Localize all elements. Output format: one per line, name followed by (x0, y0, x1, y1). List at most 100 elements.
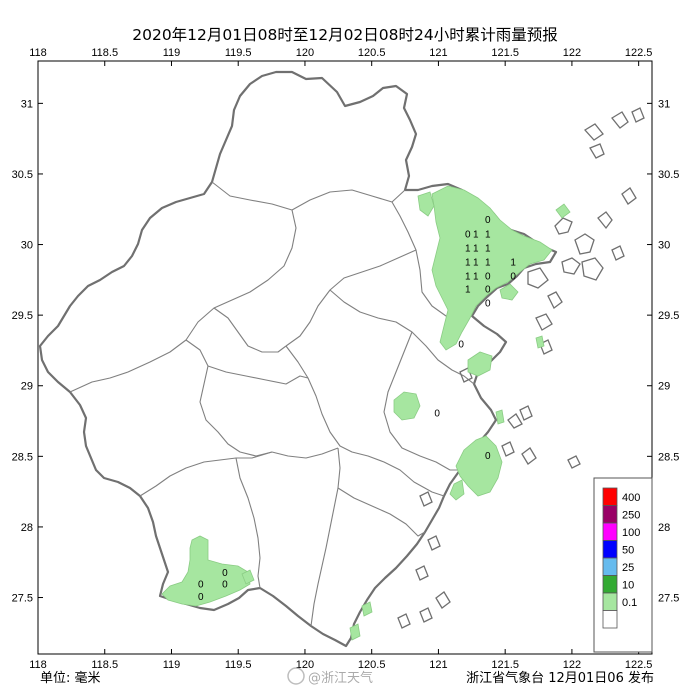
lat-tick-label-left: 30.5 (12, 169, 33, 181)
rain-value-label: 0 (222, 568, 228, 579)
rain-value-label: 0 (222, 579, 228, 590)
rain-value-label: 1 (485, 243, 491, 254)
legend: 400 250 100 50 25 10 0.1 (593, 477, 653, 653)
legend-label: 25 (622, 562, 634, 574)
weibo-logo-icon (287, 667, 305, 685)
legend-swatch (602, 610, 618, 629)
rain-value-label: 1 (473, 272, 479, 283)
rain-value-label: 0 (458, 339, 464, 350)
lat-tick-label-left: 29 (21, 381, 33, 393)
lat-tick-label-right: 28 (658, 522, 670, 534)
lon-tick-label-bottom: 120 (296, 659, 314, 671)
rain-area-zhoushan-2 (555, 203, 571, 219)
lon-tick-label-bottom: 118 (29, 659, 47, 671)
axis-ticks (37, 61, 652, 654)
rain-areas (161, 185, 571, 641)
rain-value-label: 0 (485, 451, 491, 462)
lon-tick-label-bottom: 119 (163, 659, 181, 671)
lon-tick-label-top: 119.5 (225, 47, 252, 59)
lon-tick-label-top: 122.5 (625, 47, 653, 59)
rain-area-zhoushan (499, 283, 519, 301)
lat-tick-label-left: 29.5 (12, 310, 33, 322)
lon-tick-label-bottom: 119.5 (225, 659, 252, 671)
lon-tick-label-bottom: 122.5 (625, 659, 653, 671)
legend-label: 0.1 (622, 597, 637, 609)
rain-value-label: 1 (485, 257, 491, 268)
rain-value-label: 1 (473, 243, 479, 254)
rain-value-label: 1 (485, 229, 491, 240)
legend-label: 100 (622, 527, 640, 539)
rain-area-wenzhou-2 (349, 623, 361, 641)
lon-tick-label-bottom: 120.5 (358, 659, 386, 671)
legend-swatch (602, 557, 618, 576)
issuer-label: 浙江省气象台 12月01日06 发布 (466, 670, 654, 686)
lat-tick-label-right: 31 (658, 98, 670, 110)
legend-swatch (602, 487, 618, 506)
rain-area-coast-1 (535, 335, 545, 349)
rain-area-taizhou-2 (449, 479, 465, 501)
rain-value-label: 0 (434, 409, 440, 420)
rain-area-wenzhou (361, 601, 373, 617)
lon-tick-label-top: 118.5 (91, 47, 118, 59)
rain-value-label: 0 (485, 284, 491, 295)
lon-tick-label-top: 120.5 (358, 47, 386, 59)
lat-tick-label-right: 30.5 (658, 169, 679, 181)
rain-area-yuhuan (495, 409, 505, 425)
rain-area-sanmen (467, 351, 493, 377)
rain-area-taizhou (455, 435, 503, 497)
unit-label: 单位: 毫米 (40, 670, 101, 686)
rain-value-label: 1 (473, 257, 479, 268)
rain-area-xianju (393, 391, 421, 421)
lat-tick-label-left: 31 (21, 98, 33, 110)
lat-tick-label-left: 28.5 (12, 451, 33, 463)
lat-tick-label-left: 30 (21, 240, 33, 252)
rain-value-label: 0 (510, 272, 516, 283)
rain-value-label: 1 (465, 284, 471, 295)
map-frame (37, 60, 653, 655)
lat-tick-label-right: 30 (658, 240, 670, 252)
rain-value-label: 0 (485, 298, 491, 309)
lon-tick-label-top: 118 (29, 47, 47, 59)
rain-area-ningbo (431, 185, 553, 351)
lon-tick-label-top: 122 (563, 47, 581, 59)
lon-tick-label-bottom: 121 (429, 659, 447, 671)
city-boundaries (69, 181, 475, 627)
legend-label: 250 (622, 509, 640, 521)
rain-value-label: 0 (485, 215, 491, 226)
legend-swatch (602, 592, 618, 611)
lon-tick-label-bottom: 122 (563, 659, 581, 671)
rain-value-label: 1 (473, 229, 479, 240)
legend-label: 400 (622, 492, 640, 504)
rain-area-jiaxing (417, 191, 435, 217)
lon-tick-label-top: 121.5 (491, 47, 519, 59)
legend-swatch (602, 540, 618, 559)
legend-swatch (602, 522, 618, 541)
lat-tick-label-right: 27.5 (658, 593, 679, 605)
rain-value-label: 1 (465, 243, 471, 254)
lon-tick-label-bottom: 118.5 (91, 659, 118, 671)
lon-tick-label-top: 119 (163, 47, 181, 59)
lat-tick-label-left: 27.5 (12, 593, 33, 605)
watermark: @浙江天气 (287, 667, 373, 686)
legend-label: 10 (622, 579, 634, 591)
lat-tick-label-right: 28.5 (658, 451, 679, 463)
legend-label: 50 (622, 544, 634, 556)
rain-value-label: 1 (465, 257, 471, 268)
lon-tick-label-top: 120 (296, 47, 314, 59)
rain-value-label: 1 (465, 272, 471, 283)
rain-area-lishui-2 (241, 569, 255, 585)
rain-value-label: 0 (198, 592, 204, 603)
rain-value-label: 0 (198, 579, 204, 590)
axis-tick-labels: 118118118.5118.5119119119.5119.512012012… (12, 47, 680, 671)
lat-tick-label-left: 28 (21, 522, 33, 534)
rain-value-label: 1 (510, 257, 516, 268)
legend-swatch (602, 505, 618, 524)
lat-tick-label-right: 29.5 (658, 310, 679, 322)
map-title: 2020年12月01日08时至12月02日08时24小时累计雨量预报 (132, 26, 558, 44)
legend-swatch (602, 575, 618, 594)
rain-value-label: 0 (465, 229, 471, 240)
watermark-text: @浙江天气 (308, 670, 373, 686)
coastal-islands (397, 107, 645, 629)
